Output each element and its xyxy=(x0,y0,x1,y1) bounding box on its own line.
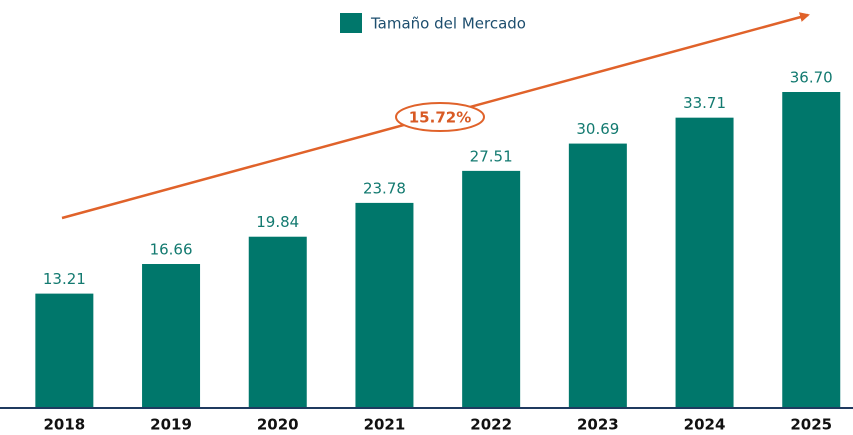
value-label: 13.21 xyxy=(43,270,86,288)
x-tick-label: 2019 xyxy=(150,416,192,434)
x-tick-label: 2025 xyxy=(790,416,832,434)
value-label: 36.70 xyxy=(790,69,833,87)
x-tick-label: 2021 xyxy=(364,416,406,434)
legend-swatch xyxy=(340,13,362,33)
bar xyxy=(462,170,521,407)
annotation: 15.72% xyxy=(409,109,471,127)
bar xyxy=(568,143,627,407)
x-tick-label: 2022 xyxy=(470,416,512,434)
x-tick-label: 2023 xyxy=(577,416,619,434)
x-tick-label: 2018 xyxy=(43,416,85,434)
value-label: 33.71 xyxy=(683,94,726,112)
annotation-ellipse xyxy=(395,102,485,132)
bar xyxy=(675,117,734,408)
value-label: 23.78 xyxy=(363,179,406,197)
bar xyxy=(248,236,307,407)
legend-label: Tamaño del Mercado xyxy=(370,15,526,33)
value-label: 19.84 xyxy=(256,213,299,231)
bar xyxy=(35,293,94,407)
x-tick-label: 2020 xyxy=(257,416,299,434)
value-label: 27.51 xyxy=(470,147,513,165)
bar xyxy=(782,92,841,407)
x-tick-label: 2024 xyxy=(684,416,726,434)
bar xyxy=(355,202,414,407)
value-label: 16.66 xyxy=(150,241,193,259)
value-label: 30.69 xyxy=(576,120,619,138)
bar xyxy=(142,264,201,407)
